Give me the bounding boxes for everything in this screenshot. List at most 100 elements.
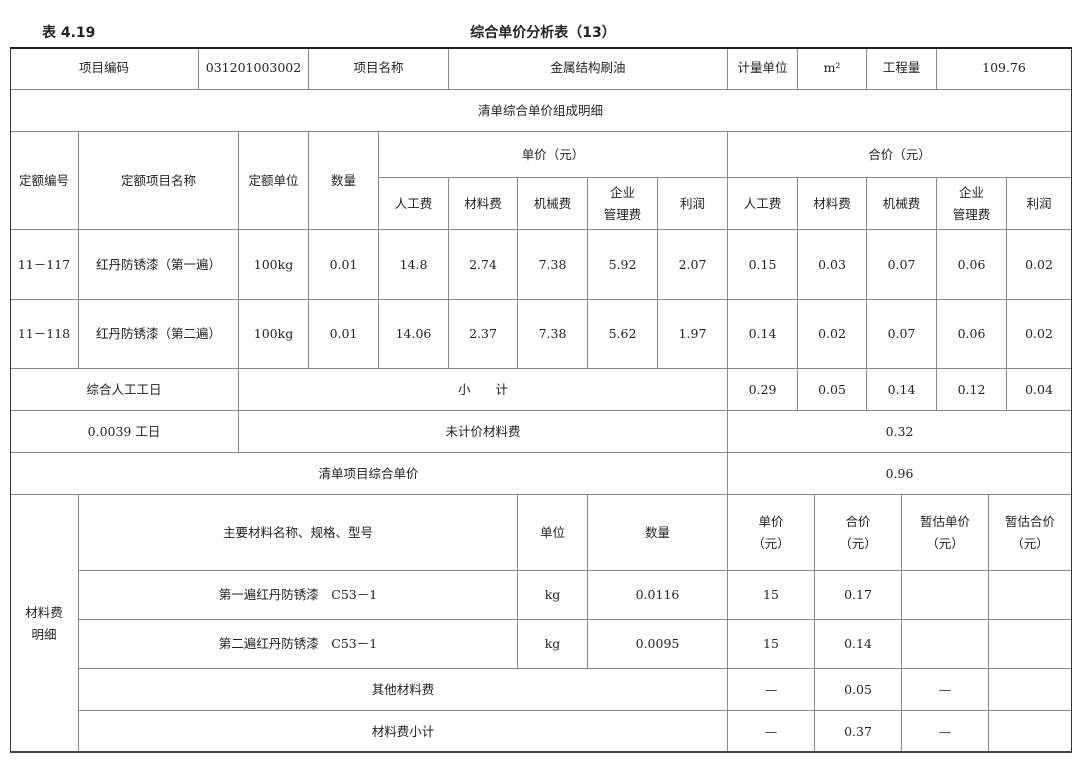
col-subheader: 机械费 [867, 178, 937, 230]
table-cell: 0.02 [1007, 230, 1072, 300]
material-header: 暂估合价 （元） [989, 495, 1072, 571]
subtotal-label: 小 计 [239, 369, 728, 411]
material-subtotal-value: — [728, 711, 815, 753]
unit-value: m² [798, 47, 867, 90]
material-subtotal-value: — [902, 711, 989, 753]
material-cell: 0.0116 [588, 571, 728, 620]
unit-label: 计量单位 [728, 47, 798, 90]
table-cell: 2.07 [658, 230, 728, 300]
col-subheader: 企业 管理费 [937, 178, 1007, 230]
table-cell: 0.06 [937, 230, 1007, 300]
material-cell: 第一遍红丹防锈漆 C53－1 [79, 571, 518, 620]
col-subheader: 利润 [1007, 178, 1072, 230]
table-cell: 红丹防锈漆（第一遍） [79, 230, 239, 300]
col-header: 数量 [309, 132, 379, 230]
col-header: 定额编号 [10, 132, 79, 230]
table-cell: 0.06 [937, 300, 1007, 369]
material-header: 暂估单价 （元） [902, 495, 989, 571]
table-cell: 2.74 [449, 230, 518, 300]
material-cell [989, 620, 1072, 669]
material-header: 主要材料名称、规格、型号 [79, 495, 518, 571]
code-value: 031201003002 [199, 47, 309, 90]
material-cell: 第二遍红丹防锈漆 C53－1 [79, 620, 518, 669]
table-number: 表 4.19 [42, 25, 96, 41]
material-other-value: 0.05 [815, 669, 902, 711]
table-cell: 0.14 [728, 300, 798, 369]
material-subtotal-value [989, 711, 1072, 753]
col-group-header: 合价（元） [728, 132, 1072, 178]
table-cell: 2.37 [449, 300, 518, 369]
table-cell: 100kg [239, 300, 309, 369]
col-subheader: 人工费 [728, 178, 798, 230]
material-cell [902, 571, 989, 620]
col-subheader: 企业 管理费 [588, 178, 658, 230]
material-cell: 0.14 [815, 620, 902, 669]
table-cell: 7.38 [518, 300, 588, 369]
col-subheader: 材料费 [449, 178, 518, 230]
table-cell: 5.62 [588, 300, 658, 369]
table-cell: 0.03 [798, 230, 867, 300]
material-section-label: 材料费 明细 [10, 495, 79, 753]
material-subtotal-label: 材料费小计 [79, 711, 728, 753]
table-cell: 0.02 [1007, 300, 1072, 369]
code-label: 项目编码 [10, 47, 199, 90]
material-cell: 0.17 [815, 571, 902, 620]
table-cell: 0.15 [728, 230, 798, 300]
col-header: 定额单位 [239, 132, 309, 230]
table-cell: 1.97 [658, 300, 728, 369]
material-other-value: — [902, 669, 989, 711]
name-value: 金属结构刷油 [449, 47, 728, 90]
material-header: 单位 [518, 495, 588, 571]
material-cell: kg [518, 571, 588, 620]
table-cell: 0.07 [867, 230, 937, 300]
quantity-value: 109.76 [937, 47, 1072, 90]
table-cell: 红丹防锈漆（第二遍） [79, 300, 239, 369]
table-cell: 0.07 [867, 300, 937, 369]
unpriced-material-label: 未计价材料费 [239, 411, 728, 453]
subtotal-value: 0.12 [937, 369, 1007, 411]
material-header: 合价 （元） [815, 495, 902, 571]
material-cell: kg [518, 620, 588, 669]
quantity-label: 工程量 [867, 47, 937, 90]
material-cell: 15 [728, 571, 815, 620]
material-cell [902, 620, 989, 669]
material-cell [989, 571, 1072, 620]
table-cell: 14.06 [379, 300, 449, 369]
unpriced-material-value: 0.32 [728, 411, 1072, 453]
col-subheader: 机械费 [518, 178, 588, 230]
col-header: 定额项目名称 [79, 132, 239, 230]
material-subtotal-value: 0.37 [815, 711, 902, 753]
table-cell: 0.01 [309, 300, 379, 369]
col-subheader: 材料费 [798, 178, 867, 230]
subtotal-value: 0.05 [798, 369, 867, 411]
labor-day-label: 综合人工工日 [10, 369, 239, 411]
subtotal-value: 0.04 [1007, 369, 1072, 411]
name-label: 项目名称 [309, 47, 449, 90]
table-cell: 0.02 [798, 300, 867, 369]
col-subheader: 利润 [658, 178, 728, 230]
table-cell: 0.01 [309, 230, 379, 300]
material-header: 单价 （元） [728, 495, 815, 571]
material-other-label: 其他材料费 [79, 669, 728, 711]
table-cell: 5.92 [588, 230, 658, 300]
table-cell: 7.38 [518, 230, 588, 300]
table-cell: 11－117 [10, 230, 79, 300]
table-cell: 14.8 [379, 230, 449, 300]
col-group-header: 单价（元） [379, 132, 728, 178]
unit-price-value: 0.96 [728, 453, 1072, 495]
table-cell: 11－118 [10, 300, 79, 369]
labor-days-value: 0.0039 工日 [10, 411, 239, 453]
detail-title: 清单综合单价组成明细 [10, 90, 1072, 132]
subtotal-value: 0.29 [728, 369, 798, 411]
material-header: 数量 [588, 495, 728, 571]
material-cell: 15 [728, 620, 815, 669]
material-other-value [989, 669, 1072, 711]
table-title: 综合单价分析表（13） [470, 25, 616, 41]
col-subheader: 人工费 [379, 178, 449, 230]
material-other-value: — [728, 669, 815, 711]
material-cell: 0.0095 [588, 620, 728, 669]
unit-price-label: 清单项目综合单价 [10, 453, 728, 495]
table-cell: 100kg [239, 230, 309, 300]
subtotal-value: 0.14 [867, 369, 937, 411]
